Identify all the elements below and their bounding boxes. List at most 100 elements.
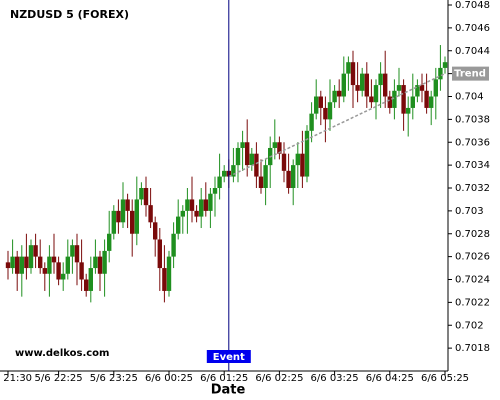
y-tick-label: 0.7036 — [455, 137, 490, 148]
event-label: Event — [213, 352, 245, 363]
x-tick-label: 6/6 00:25 — [145, 373, 193, 384]
candle-body — [74, 245, 80, 263]
candle-body — [199, 199, 204, 217]
candle-body — [295, 153, 300, 166]
y-tick-label: 0.7038 — [455, 114, 490, 125]
candle-body — [254, 153, 259, 177]
candle-body — [332, 90, 337, 103]
watermark: www.delkos.com — [15, 348, 109, 359]
candle-body — [171, 233, 176, 257]
candle-body — [396, 85, 402, 91]
candle-body — [286, 170, 291, 188]
candle-body — [120, 199, 126, 223]
candle-body — [300, 153, 305, 177]
candle-body — [42, 268, 47, 274]
candle-body — [153, 222, 158, 240]
candle-body — [346, 62, 351, 74]
candle-body — [350, 62, 356, 86]
candle-body — [38, 256, 43, 269]
candle-body — [424, 90, 429, 108]
candle-body — [222, 170, 227, 177]
x-tick-label: 5/6 23:25 — [90, 373, 138, 384]
candle-body — [355, 85, 360, 91]
y-tick-label: 0.7044 — [455, 46, 490, 57]
candle-body — [203, 199, 208, 211]
candle-body — [258, 176, 264, 188]
candle-body — [323, 107, 328, 120]
candle-body — [51, 256, 57, 263]
candle-body — [111, 210, 116, 234]
candle-body — [410, 96, 415, 108]
candle-body — [429, 96, 434, 108]
candle-body — [189, 199, 195, 211]
y-tick-label: 0.7028 — [455, 229, 490, 240]
candle-body — [143, 188, 149, 206]
candle-body — [337, 90, 342, 97]
candle-body — [139, 188, 144, 200]
candle-body — [387, 96, 392, 108]
y-tick-label: 0.703 — [455, 206, 484, 217]
candle-body — [433, 79, 438, 97]
x-tick-label: 6/6 01:25 — [200, 373, 248, 384]
candle-body — [442, 62, 448, 68]
candle-body — [392, 90, 397, 108]
candle-body — [291, 165, 296, 188]
candle-body — [97, 256, 103, 274]
x-tick-label: 6/6 05:25 — [421, 373, 469, 384]
candle-body — [314, 96, 319, 114]
candle-body — [309, 113, 314, 131]
candle-body — [277, 142, 282, 154]
candle-body — [406, 107, 411, 114]
candle-body — [364, 73, 369, 97]
y-tick-label: 0.7018 — [455, 343, 490, 354]
candle-body — [134, 199, 139, 234]
candle-body — [235, 147, 241, 166]
candle-body — [79, 262, 84, 280]
y-tick-label: 0.7048 — [455, 0, 490, 11]
candle-body — [369, 96, 374, 103]
x-tick-label: 5/6 21:30 — [0, 373, 32, 384]
candle-body — [185, 199, 190, 211]
candle-body — [263, 165, 268, 188]
candle-body — [148, 205, 153, 223]
candle-body — [70, 245, 75, 257]
y-tick-label: 0.702 — [455, 320, 484, 331]
candle-body — [47, 256, 52, 274]
x-tick-label: 6/6 03:25 — [311, 373, 359, 384]
candle-body — [5, 262, 11, 269]
candle-body — [327, 102, 333, 120]
candle-body — [102, 250, 107, 274]
y-tick-label: 0.7022 — [455, 297, 490, 308]
candle-body — [19, 256, 24, 274]
candle-body — [88, 268, 93, 291]
candle-body — [383, 73, 388, 97]
candle-body — [438, 67, 443, 80]
y-tick-label: 0.7026 — [455, 252, 490, 263]
candle-body — [318, 96, 323, 108]
candle-body — [166, 256, 172, 291]
candle-body — [419, 85, 425, 91]
candle-body — [15, 256, 20, 274]
candle-body — [116, 210, 121, 223]
x-tick-label: 5/6 22:25 — [35, 373, 83, 384]
y-tick-label: 0.7032 — [455, 183, 490, 194]
candle-body — [401, 85, 406, 114]
candle-body — [157, 239, 162, 269]
candle-body — [61, 273, 66, 280]
candle-body — [24, 256, 29, 269]
y-tick-label: 0.7024 — [455, 275, 490, 286]
candle-body — [415, 85, 420, 97]
x-axis-title: Date — [211, 383, 246, 398]
event-label-box — [206, 350, 251, 363]
candle-body — [231, 165, 236, 177]
candle-body — [212, 188, 218, 194]
candle-body — [245, 142, 250, 166]
candle-body — [28, 245, 34, 269]
candle-body — [33, 245, 38, 257]
y-tick-label: 0.7034 — [455, 160, 490, 171]
candle-body — [304, 130, 310, 177]
x-tick-label: 6/6 04:25 — [366, 373, 414, 384]
candle-body — [341, 73, 346, 97]
candle-body — [194, 210, 199, 217]
